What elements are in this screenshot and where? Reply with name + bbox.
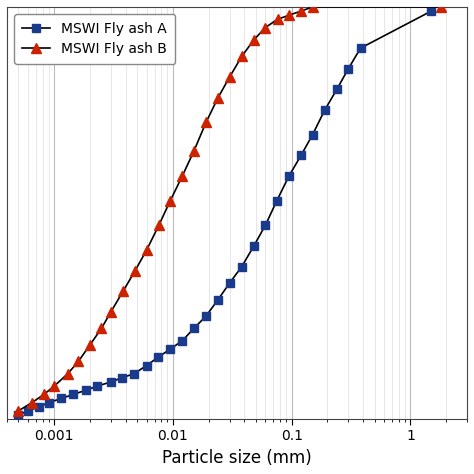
MSWI Fly ash A bbox=[191, 326, 197, 331]
Line: MSWI Fly ash A: MSWI Fly ash A bbox=[14, 7, 436, 419]
MSWI Fly ash A bbox=[144, 363, 149, 368]
MSWI Fly ash B bbox=[65, 371, 71, 376]
MSWI Fly ash A bbox=[286, 173, 292, 179]
MSWI Fly ash B bbox=[191, 148, 197, 154]
MSWI Fly ash B bbox=[438, 4, 444, 10]
MSWI Fly ash B bbox=[144, 247, 149, 253]
MSWI Fly ash B bbox=[215, 95, 221, 100]
MSWI Fly ash B bbox=[203, 119, 209, 125]
MSWI Fly ash A bbox=[71, 392, 76, 397]
MSWI Fly ash B bbox=[16, 408, 21, 414]
MSWI Fly ash A bbox=[94, 383, 100, 389]
MSWI Fly ash A bbox=[215, 297, 221, 302]
MSWI Fly ash B bbox=[29, 400, 35, 405]
MSWI Fly ash A bbox=[36, 404, 42, 410]
MSWI Fly ash A bbox=[346, 66, 351, 72]
Legend: MSWI Fly ash A, MSWI Fly ash B: MSWI Fly ash A, MSWI Fly ash B bbox=[14, 14, 175, 64]
MSWI Fly ash A bbox=[322, 107, 328, 113]
MSWI Fly ash B bbox=[298, 8, 304, 14]
MSWI Fly ash B bbox=[87, 342, 93, 348]
MSWI Fly ash A bbox=[108, 379, 114, 385]
MSWI Fly ash B bbox=[132, 268, 138, 273]
MSWI Fly ash A bbox=[239, 264, 245, 269]
MSWI Fly ash A bbox=[155, 355, 161, 360]
MSWI Fly ash A bbox=[334, 87, 340, 92]
MSWI Fly ash B bbox=[51, 383, 57, 389]
MSWI Fly ash B bbox=[227, 74, 232, 80]
MSWI Fly ash B bbox=[263, 25, 268, 30]
MSWI Fly ash B bbox=[239, 54, 245, 59]
MSWI Fly ash B bbox=[156, 222, 162, 228]
MSWI Fly ash A bbox=[25, 408, 31, 414]
MSWI Fly ash A bbox=[274, 198, 280, 203]
MSWI Fly ash B bbox=[180, 173, 185, 179]
MSWI Fly ash B bbox=[251, 37, 256, 43]
MSWI Fly ash A bbox=[46, 400, 52, 405]
MSWI Fly ash A bbox=[119, 375, 125, 381]
MSWI Fly ash A bbox=[428, 8, 434, 14]
MSWI Fly ash A bbox=[251, 243, 256, 249]
Line: MSWI Fly ash B: MSWI Fly ash B bbox=[14, 2, 446, 416]
MSWI Fly ash B bbox=[167, 198, 173, 203]
MSWI Fly ash A bbox=[358, 46, 364, 51]
MSWI Fly ash A bbox=[180, 338, 185, 344]
X-axis label: Particle size (mm): Particle size (mm) bbox=[162, 449, 312, 467]
MSWI Fly ash A bbox=[263, 222, 268, 228]
MSWI Fly ash B bbox=[99, 326, 104, 331]
MSWI Fly ash A bbox=[16, 412, 21, 418]
MSWI Fly ash A bbox=[131, 371, 137, 376]
MSWI Fly ash A bbox=[83, 387, 89, 393]
MSWI Fly ash B bbox=[41, 392, 47, 397]
MSWI Fly ash A bbox=[298, 153, 304, 158]
MSWI Fly ash B bbox=[120, 289, 126, 294]
MSWI Fly ash B bbox=[274, 17, 280, 22]
MSWI Fly ash A bbox=[167, 346, 173, 352]
MSWI Fly ash B bbox=[75, 358, 81, 364]
MSWI Fly ash A bbox=[310, 132, 315, 137]
MSWI Fly ash A bbox=[203, 313, 209, 319]
MSWI Fly ash B bbox=[286, 12, 292, 18]
MSWI Fly ash A bbox=[59, 396, 64, 401]
MSWI Fly ash B bbox=[310, 4, 315, 10]
MSWI Fly ash B bbox=[108, 309, 114, 315]
MSWI Fly ash A bbox=[227, 280, 232, 286]
